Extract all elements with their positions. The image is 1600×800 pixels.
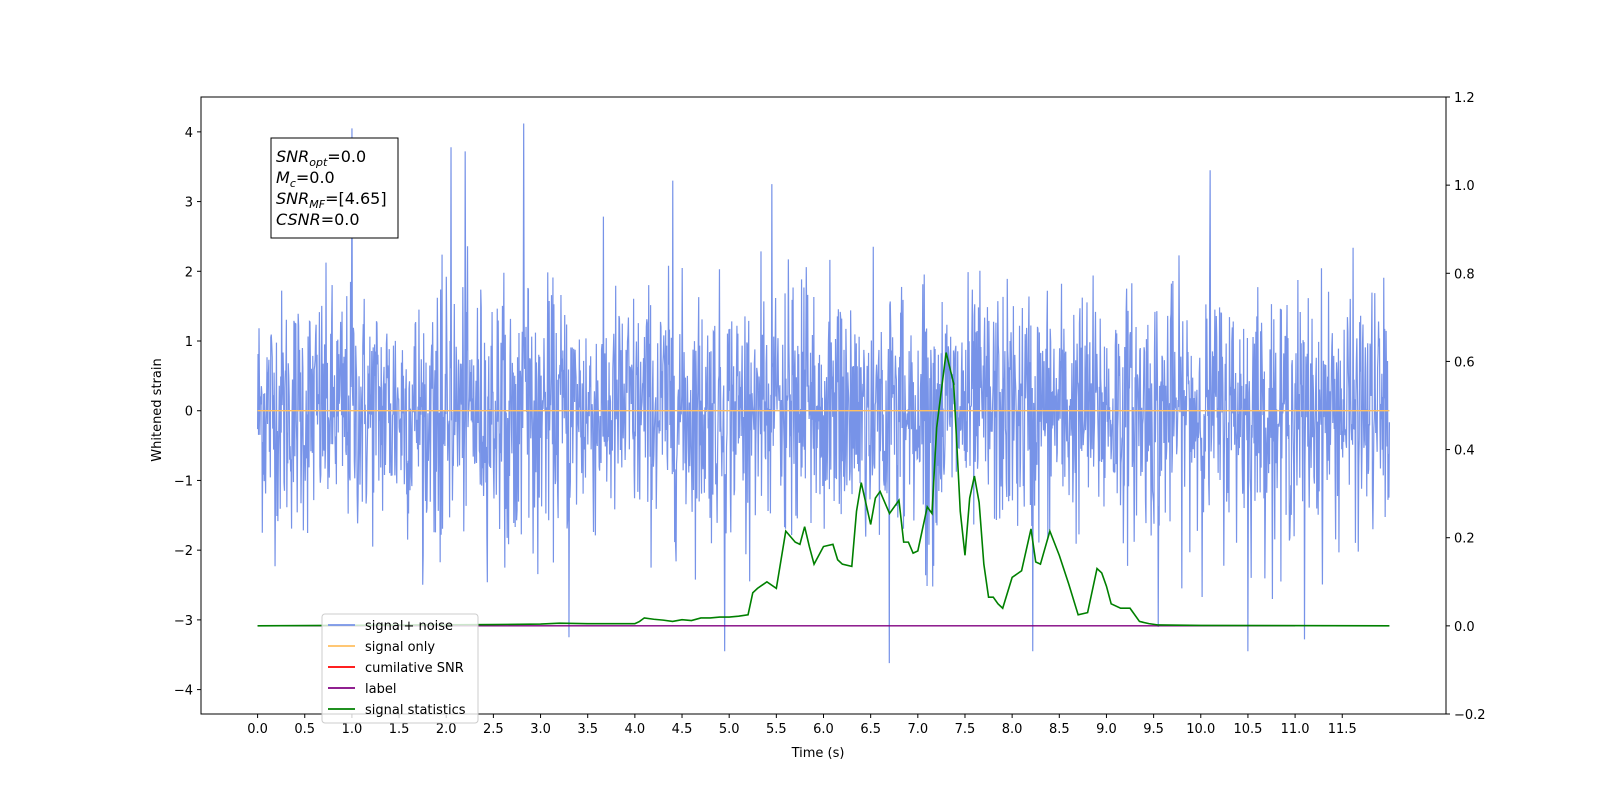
y-tick-label: −2 bbox=[174, 544, 193, 559]
x-tick-label: 7.5 bbox=[955, 722, 976, 737]
x-tick-label: 6.5 bbox=[860, 722, 881, 737]
legend-label: signal statistics bbox=[365, 703, 466, 718]
y-tick-label: 4 bbox=[185, 126, 193, 141]
legend: signal+ noise signal only cumilative SNR la… bbox=[321, 613, 479, 724]
ticks: 0.0 0.5 1.0 1.5 2.0 2.5 3.0 3.5 4.0 4.5 5.0 5.5 6.0 6… bbox=[174, 91, 1486, 737]
y-tick-label: 2 bbox=[185, 265, 193, 280]
x-tick-label: 0.5 bbox=[294, 722, 315, 737]
legend-frame bbox=[321, 613, 479, 724]
x-tick-label: 5.0 bbox=[719, 722, 740, 737]
series-line-signal-noise bbox=[256, 123, 1391, 664]
y2-tick-label: 1.2 bbox=[1454, 91, 1475, 106]
x-tick-label: 10.5 bbox=[1233, 722, 1262, 737]
x-tick-label: 7.0 bbox=[907, 722, 928, 737]
x-tick-label: 2.0 bbox=[436, 722, 457, 737]
legend-label: cumilative SNR bbox=[365, 661, 464, 676]
legend-label: signal+ noise bbox=[365, 619, 453, 634]
x-tick-label: 4.5 bbox=[672, 722, 693, 737]
y2-tick-label: −0.2 bbox=[1454, 708, 1486, 723]
x-tick-label: 3.5 bbox=[577, 722, 598, 737]
series-line-signal-statistics bbox=[257, 352, 1390, 627]
x-tick-label: 9.5 bbox=[1143, 722, 1164, 737]
x-tick-label: 3.0 bbox=[530, 722, 551, 737]
y2-tick-label: 0.2 bbox=[1454, 532, 1475, 547]
x-axis-label: Time (s) bbox=[791, 746, 845, 761]
x-tick-label: 0.0 bbox=[247, 722, 268, 737]
y-tick-label: 1 bbox=[185, 335, 193, 350]
annotation-text: SNRopt=0.0 bbox=[276, 147, 366, 169]
y2-tick-label: 0.4 bbox=[1454, 444, 1475, 459]
x-tick-label: 5.5 bbox=[766, 722, 787, 737]
x-tick-label: 4.0 bbox=[625, 722, 646, 737]
x-tick-label: 8.0 bbox=[1002, 722, 1023, 737]
y-tick-label: −3 bbox=[174, 614, 193, 629]
x-tick-label: 2.5 bbox=[483, 722, 504, 737]
annotation-text: SNRMF=[4.65] bbox=[276, 189, 387, 211]
legend-label: signal only bbox=[365, 640, 435, 655]
annotation-frame bbox=[270, 137, 399, 239]
x-tick-label: 9.0 bbox=[1096, 722, 1117, 737]
y-tick-label: −1 bbox=[174, 474, 193, 489]
y-tick-label: −4 bbox=[174, 684, 193, 699]
y2-tick-label: 0.6 bbox=[1454, 355, 1475, 370]
y2-tick-label: 1.0 bbox=[1454, 179, 1475, 194]
y-tick-label: 0 bbox=[185, 405, 193, 420]
annotation-text: Mc=0.0 bbox=[276, 168, 335, 190]
x-tick-label: 8.5 bbox=[1049, 722, 1070, 737]
x-tick-label: 11.0 bbox=[1281, 722, 1310, 737]
x-tick-label: 6.0 bbox=[813, 722, 834, 737]
x-tick-label: 1.5 bbox=[389, 722, 410, 737]
y2-tick-label: 0.8 bbox=[1454, 267, 1475, 282]
x-tick-label: 1.0 bbox=[342, 722, 363, 737]
legend-label: label bbox=[365, 682, 396, 697]
x-tick-label: 11.5 bbox=[1328, 722, 1357, 737]
x-tick-label: 10.0 bbox=[1186, 722, 1215, 737]
y2-tick-label: 0.0 bbox=[1454, 620, 1475, 635]
y-tick-label: 3 bbox=[185, 196, 193, 211]
y-axis-label: Whitened strain bbox=[150, 358, 165, 461]
annotation-text: CSNR=0.0 bbox=[276, 210, 360, 229]
